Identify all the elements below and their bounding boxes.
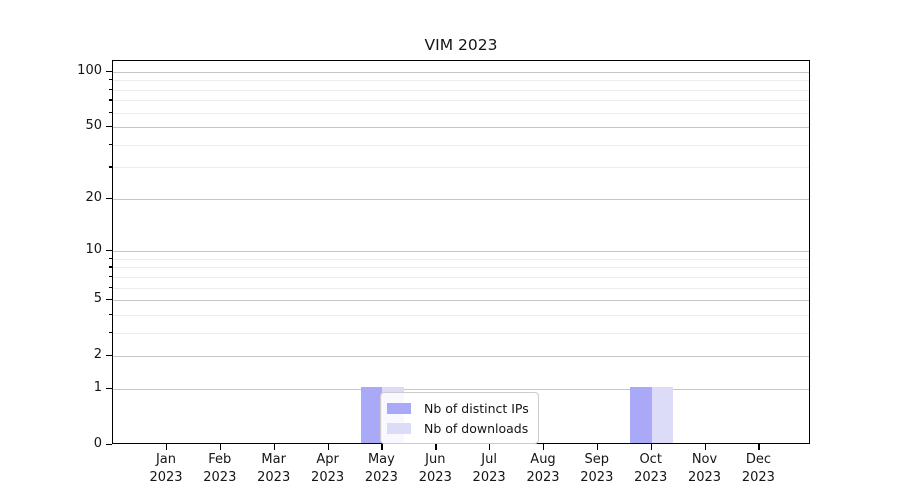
bar-downloads	[651, 386, 674, 443]
minor-gridline	[113, 267, 809, 269]
y-tick-label: 1	[93, 379, 102, 395]
x-tick-label: Sep 2023	[580, 452, 614, 485]
x-axis-tick	[704, 444, 706, 450]
x-axis-tick	[166, 444, 168, 450]
legend-label: Nb of distinct IPs	[424, 400, 529, 416]
y-axis-minor-tick	[108, 99, 112, 101]
major-gridline	[113, 388, 809, 390]
y-axis-major-tick	[106, 126, 112, 128]
y-axis-minor-tick	[108, 257, 112, 260]
y-axis-major-tick	[106, 299, 112, 301]
x-tick-label: Jun 2023	[418, 452, 452, 485]
y-axis-major-tick	[106, 355, 112, 357]
y-tick-label: 50	[85, 118, 102, 133]
x-tick-label: Feb 2023	[203, 452, 237, 485]
x-tick-label: Dec 2023	[741, 452, 775, 485]
y-axis-minor-tick	[108, 166, 112, 168]
x-axis-tick	[435, 444, 437, 450]
y-tick-label: 0	[93, 436, 102, 451]
minor-gridline	[113, 287, 809, 289]
x-tick-label: Nov 2023	[687, 452, 722, 485]
minor-gridline	[113, 144, 809, 146]
y-tick-label: 2	[93, 347, 102, 363]
y-axis-major-tick	[106, 250, 112, 252]
legend: Nb of distinct IPs Nb of downloads	[380, 392, 539, 444]
minor-gridline	[113, 100, 809, 102]
major-gridline	[113, 251, 809, 252]
x-axis-tick	[650, 444, 653, 450]
major-gridline	[113, 198, 809, 200]
y-axis-major-tick	[106, 197, 112, 200]
y-axis-minor-tick	[108, 266, 112, 268]
legend-row: Nb of downloads	[387, 418, 529, 438]
minor-gridline	[113, 80, 809, 82]
y-axis-minor-tick	[108, 111, 112, 113]
y-tick-label: 10	[85, 242, 102, 257]
minor-gridline	[113, 276, 809, 278]
major-gridline	[113, 127, 809, 128]
x-tick-label: Mar 2023	[257, 452, 291, 485]
x-tick-label: Apr 2023	[311, 452, 345, 485]
y-tick-label: 20	[85, 189, 102, 205]
x-axis-tick	[758, 444, 760, 450]
plot-area	[112, 60, 810, 444]
minor-gridline	[113, 258, 809, 260]
x-tick-label: Oct 2023	[634, 452, 668, 485]
y-axis-minor-tick	[108, 313, 112, 316]
major-gridline	[113, 356, 809, 358]
legend-swatch	[387, 422, 411, 434]
y-axis-major-tick	[106, 444, 112, 446]
y-axis-major-tick	[106, 387, 112, 390]
y-axis-minor-tick	[108, 331, 112, 334]
x-axis-tick	[327, 444, 329, 450]
minor-gridline	[113, 167, 809, 169]
x-axis-tick	[489, 444, 491, 450]
x-tick-label: Jul 2023	[472, 452, 506, 485]
bar-distinct-ips	[630, 386, 652, 443]
x-axis-tick	[596, 444, 599, 450]
x-axis-tick	[219, 444, 222, 450]
minor-gridline	[113, 89, 809, 91]
y-axis-minor-tick	[108, 286, 112, 288]
x-tick-label: Aug 2023	[526, 452, 560, 485]
x-axis-tick	[543, 444, 545, 450]
minor-gridline	[113, 314, 809, 316]
minor-gridline	[113, 332, 809, 334]
chart-title: VIM 2023	[424, 36, 498, 54]
bar-distinct-ips	[360, 386, 383, 443]
y-tick-label: 100	[77, 62, 102, 78]
y-axis-minor-tick	[108, 79, 112, 81]
major-gridline	[113, 300, 809, 302]
legend-row: Nb of distinct IPs	[387, 398, 529, 418]
minor-gridline	[113, 112, 809, 114]
x-axis-tick	[381, 444, 383, 450]
major-gridline	[113, 71, 809, 73]
y-axis-major-tick	[106, 70, 112, 73]
x-axis-tick	[273, 444, 276, 450]
y-tick-label: 5	[93, 291, 102, 307]
legend-label: Nb of downloads	[424, 420, 529, 436]
legend-swatch	[387, 402, 411, 414]
y-axis-minor-tick	[108, 143, 112, 145]
x-tick-label: Jan 2023	[149, 452, 183, 485]
y-axis-minor-tick	[108, 88, 112, 90]
y-axis-minor-tick	[108, 275, 112, 278]
x-tick-label: May 2023	[364, 452, 398, 485]
